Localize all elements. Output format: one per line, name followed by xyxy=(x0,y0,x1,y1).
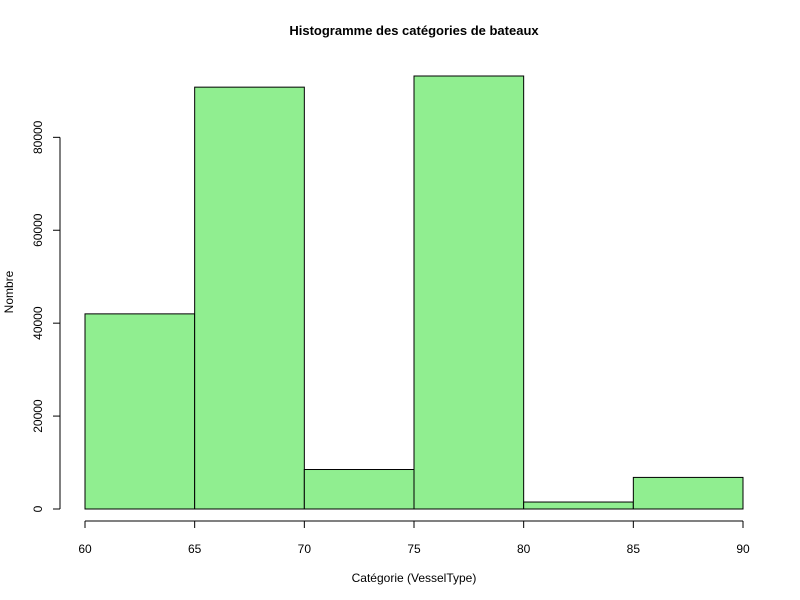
y-tick-label: 60000 xyxy=(31,213,45,247)
chart-title: Histogramme des catégories de bateaux xyxy=(289,23,539,38)
histogram-bar xyxy=(413,75,525,510)
histogram-bar xyxy=(523,501,634,510)
histogram-bar xyxy=(194,86,305,510)
x-axis: 60 65 70 75 80 85 90 xyxy=(78,520,750,556)
histogram-bar xyxy=(84,313,196,510)
y-axis: 0 20000 40000 60000 80000 xyxy=(31,120,61,512)
x-tick-label: 70 xyxy=(298,542,312,556)
histogram-bar xyxy=(632,476,744,510)
histogram-bar xyxy=(303,469,415,510)
x-tick-label: 75 xyxy=(407,542,421,556)
y-axis-label: Nombre xyxy=(2,270,16,313)
y-tick-label: 80000 xyxy=(31,120,45,154)
x-tick-label: 65 xyxy=(188,542,202,556)
x-tick-label: 60 xyxy=(78,542,92,556)
x-tick-label: 80 xyxy=(517,542,531,556)
x-tick-label: 90 xyxy=(736,542,750,556)
x-axis-label: Catégorie (VesselType) xyxy=(352,571,477,585)
y-tick-label: 0 xyxy=(31,505,45,512)
y-tick-label: 40000 xyxy=(31,306,45,340)
y-tick-label: 20000 xyxy=(31,399,45,433)
bars-group xyxy=(84,75,744,510)
x-tick-label: 85 xyxy=(627,542,641,556)
